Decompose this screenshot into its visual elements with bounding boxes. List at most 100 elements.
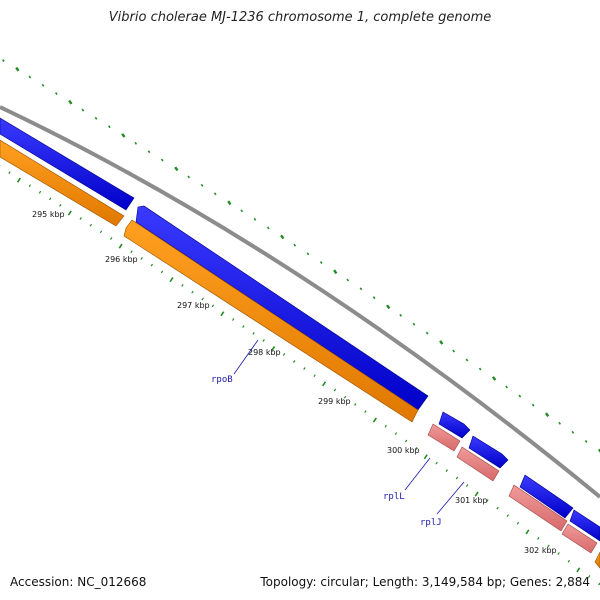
ring-dot (41, 83, 45, 87)
ring-dot (505, 385, 508, 389)
ruler-tick (455, 476, 459, 480)
ruler-tick (110, 237, 113, 240)
ruler-tick (99, 230, 103, 234)
ruler-tick (242, 325, 245, 328)
ruler-tick (343, 395, 347, 399)
ring-dot (584, 439, 588, 443)
ruler-tick (271, 345, 276, 351)
gene-label-leaders (233, 339, 465, 515)
leader-line-rpob (233, 339, 259, 375)
reverse-cds-feature (594, 551, 600, 569)
ruler-tick (160, 270, 164, 274)
ring-dot (213, 192, 217, 196)
ruler-tick (201, 297, 204, 301)
ring-dot (15, 66, 20, 72)
ruler-tick (303, 367, 306, 370)
rrna-feature (456, 446, 500, 482)
gene-labels: rpoB rplL rplJ (211, 375, 442, 528)
ruler-tick (525, 529, 530, 535)
ruler-tick (140, 257, 143, 260)
ruler-label-299: 299 kbp (318, 397, 351, 406)
ring-dot (94, 116, 98, 120)
ring-dot (108, 125, 111, 129)
reverse-strand-features (0, 139, 600, 569)
ring-dot (558, 421, 561, 425)
forward-strand-features (0, 117, 600, 542)
gene-label-rplj: rplJ (420, 518, 442, 528)
ruler-label-302: 302 kbp (524, 546, 557, 555)
ruler-tick (252, 332, 255, 335)
ruler-tick (211, 304, 215, 308)
ruler-tick (232, 318, 235, 321)
ring-dot (359, 287, 363, 291)
gene-label-rpll: rplL (383, 492, 405, 502)
ruler-label-295: 295 kbp (32, 210, 65, 219)
ring-dot (121, 133, 126, 138)
ring-dot (28, 75, 32, 79)
ruler-tick (445, 469, 448, 472)
reverse-cds-feature (123, 219, 419, 423)
ring-dot (54, 92, 58, 95)
ring-dot (412, 322, 416, 326)
ring-dot (452, 349, 455, 353)
ring-dot (253, 217, 257, 221)
ruler-tick (293, 360, 296, 363)
ruler-label-297: 297 kbp (177, 301, 210, 310)
accession-text: Accession: NC_012668 (10, 575, 147, 589)
ruler-tick (118, 243, 123, 249)
gene-label-rpob: rpoB (211, 375, 233, 385)
ruler-labels: 295 kbp 296 kbp 297 kbp 298 kbp 299 kbp … (32, 210, 557, 555)
ruler-tick (16, 177, 21, 183)
forward-cds-feature (468, 435, 509, 469)
ring-dot (134, 141, 138, 145)
ruler-tick (169, 277, 174, 283)
forward-cds-feature (519, 474, 574, 519)
ruler-tick (89, 223, 93, 227)
ruler-tick (48, 197, 52, 201)
ruler-tick (486, 499, 489, 502)
ring-dot (598, 448, 600, 454)
ruler-tick (465, 484, 469, 487)
ruler-tick (28, 184, 31, 188)
ruler-tick (59, 204, 62, 207)
forward-cds-feature (0, 117, 135, 211)
ring-dot (571, 430, 575, 434)
forward-cds-feature (569, 509, 600, 542)
ring-dot (306, 252, 310, 256)
ring-dot (160, 158, 164, 162)
rrna-feature (427, 423, 461, 452)
ruler-tick (567, 559, 570, 563)
ring-dot (240, 209, 244, 213)
ruler-tick (557, 552, 560, 555)
ruler-tick (506, 514, 509, 518)
outer-dot-ring (2, 59, 600, 454)
ring-dot (2, 59, 5, 62)
ring-dot (518, 394, 522, 398)
ruler-tick (372, 417, 377, 423)
ruler-label-298: 298 kbp (248, 348, 281, 357)
ruler-tick (423, 454, 428, 460)
ring-dot (200, 183, 204, 187)
ring-dot (478, 367, 482, 371)
ring-dot (333, 269, 338, 275)
map-title: Vibrio cholerae MJ-1236 chromosome 1, co… (108, 10, 492, 25)
ruler-tick (313, 374, 316, 378)
ring-dot (399, 313, 402, 317)
ruler-tick (516, 521, 520, 525)
ruler-tick (322, 381, 327, 387)
ruler-tick (282, 353, 286, 356)
ruler-tick (191, 290, 194, 294)
genome-summary-text: Topology: circular; Length: 3,149,584 bp… (260, 575, 590, 589)
ruler-tick (8, 171, 11, 174)
ruler-tick (394, 432, 398, 435)
ruler-tick (220, 311, 225, 317)
ring-dot (68, 99, 73, 105)
ring-dot (266, 226, 270, 230)
ruler-tick (435, 461, 438, 465)
ring-dot (386, 304, 391, 310)
forward-cds-feature (135, 205, 429, 411)
ruler-tick (38, 190, 42, 194)
ring-dot (187, 175, 191, 179)
ruler-tick (130, 250, 133, 254)
ruler-tick (576, 567, 581, 573)
